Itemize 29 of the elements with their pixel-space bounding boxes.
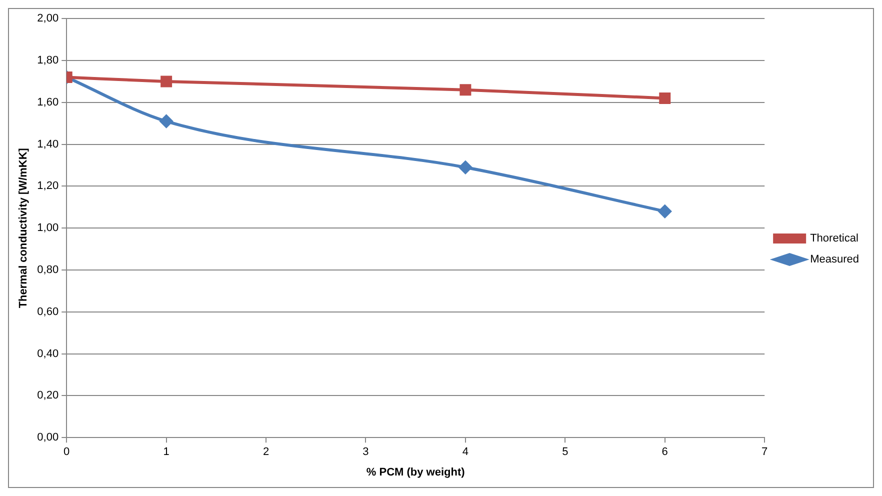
x-tick-label: 6 — [662, 446, 668, 458]
y-tick-label: 1,20 — [37, 180, 59, 192]
x-tick-label: 1 — [163, 446, 170, 458]
y-tick-label: 0,00 — [37, 432, 59, 444]
point — [659, 92, 671, 104]
y-tick-label: 2,00 — [37, 12, 59, 25]
x-axis-title: % PCM (by weight) — [366, 466, 466, 478]
y-tick-label: 1,60 — [37, 96, 59, 108]
y-tick-label: 1,00 — [37, 222, 59, 234]
point — [458, 160, 472, 174]
point — [460, 84, 472, 96]
x-tick-label: 3 — [362, 446, 369, 458]
y-tick-label: 0,60 — [37, 306, 59, 318]
y-tick-label: 1,40 — [37, 138, 59, 150]
x-tick-label: 4 — [462, 446, 469, 458]
y-tick-label: 0,20 — [37, 390, 59, 402]
y-tick-label: 0,40 — [37, 348, 59, 360]
y-axis-title: Thermal conductivity [W/mKK] — [18, 148, 30, 308]
x-tick-label: 5 — [562, 446, 568, 458]
y-tick-label: 0,80 — [37, 264, 59, 276]
x-tick-label: 0 — [64, 446, 70, 458]
x-tick-label: 2 — [262, 446, 270, 458]
legend-label: Measured — [810, 254, 860, 266]
y-tick-label: 1,80 — [37, 54, 59, 67]
point — [160, 76, 172, 88]
legend-label: Thoretical — [810, 232, 858, 245]
point — [160, 114, 173, 128]
point — [658, 204, 672, 218]
x-tick-label: 7 — [762, 446, 768, 458]
